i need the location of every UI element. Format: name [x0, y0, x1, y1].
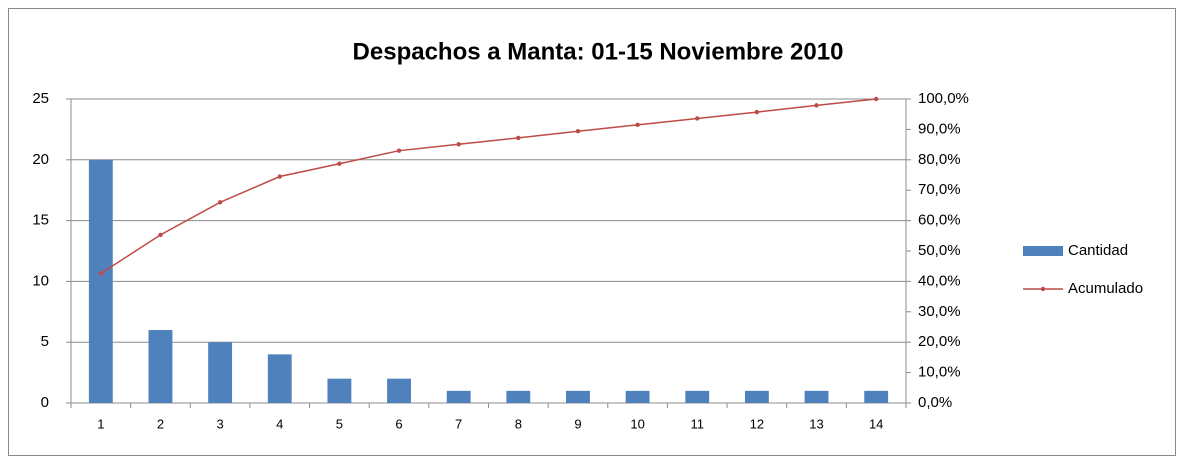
bar — [327, 378, 352, 403]
y2-tick-label: 40,0% — [918, 272, 961, 289]
y-tick-label: 5 — [41, 333, 49, 350]
x-tick-label: 14 — [869, 416, 883, 431]
bar — [208, 342, 233, 403]
bar — [804, 390, 829, 403]
y2-tick-label: 50,0% — [918, 242, 961, 259]
line — [100, 98, 877, 275]
x-tick-label: 7 — [455, 416, 462, 431]
x-tick-label: 10 — [630, 416, 644, 431]
x-tick-label: 9 — [574, 416, 581, 431]
bar — [387, 378, 411, 403]
x-tick-label: 13 — [809, 416, 823, 431]
chart-border — [8, 8, 1176, 456]
legend-label: Cantidad — [1068, 242, 1128, 259]
line-marker — [516, 135, 521, 141]
x-tick-label: 2 — [157, 416, 164, 431]
bar — [148, 330, 173, 403]
x-tick-label: 5 — [336, 416, 343, 431]
line-marker — [754, 109, 760, 115]
legend-label: Acumulado — [1068, 280, 1143, 297]
y2-tick-label: 20,0% — [918, 333, 961, 350]
line-marker — [277, 174, 282, 179]
y2-tick-label: 100,0% — [918, 90, 969, 107]
bar — [267, 354, 292, 403]
x-tick-label: 6 — [395, 416, 402, 431]
legend-marker — [1040, 286, 1046, 292]
y2-tick-label: 80,0% — [918, 151, 961, 168]
y2-tick-label: 30,0% — [918, 303, 961, 320]
line-marker — [873, 96, 879, 102]
chart-title: Despachos a Manta: 01-15 Noviembre 2010 — [353, 38, 844, 65]
legend-swatch — [1023, 246, 1063, 256]
x-tick-label: 12 — [750, 416, 764, 431]
line-marker — [456, 142, 461, 147]
y2-tick-label: 90,0% — [918, 120, 961, 137]
y2-tick-label: 70,0% — [918, 181, 961, 198]
line-marker — [396, 148, 402, 153]
bar — [685, 390, 710, 403]
line-marker — [98, 271, 104, 276]
bar — [566, 390, 590, 403]
line-marker — [217, 200, 223, 205]
y-tick-label: 25 — [32, 90, 49, 107]
line-marker — [337, 161, 342, 166]
x-tick-label: 4 — [276, 416, 283, 431]
line-marker — [814, 103, 819, 108]
y-tick-label: 15 — [32, 212, 49, 229]
x-tick-label: 11 — [691, 416, 705, 431]
bar — [864, 390, 889, 403]
y2-tick-label: 60,0% — [918, 212, 961, 229]
bar — [446, 390, 471, 403]
line-marker — [158, 232, 163, 238]
y-tick-label: 0 — [41, 394, 49, 411]
y-tick-label: 20 — [32, 151, 49, 168]
bar — [625, 390, 650, 403]
bar — [88, 159, 113, 403]
y2-tick-label: 10,0% — [918, 364, 961, 381]
x-tick-label: 8 — [515, 416, 522, 431]
x-tick-label: 1 — [97, 416, 104, 431]
bar — [744, 390, 769, 403]
line-marker — [575, 129, 581, 134]
line-marker — [695, 116, 700, 121]
y2-tick-label: 0,0% — [918, 394, 952, 411]
y-tick-label: 10 — [32, 272, 49, 289]
x-tick-label: 3 — [216, 416, 223, 431]
line-marker — [635, 122, 640, 128]
bar — [506, 390, 531, 403]
